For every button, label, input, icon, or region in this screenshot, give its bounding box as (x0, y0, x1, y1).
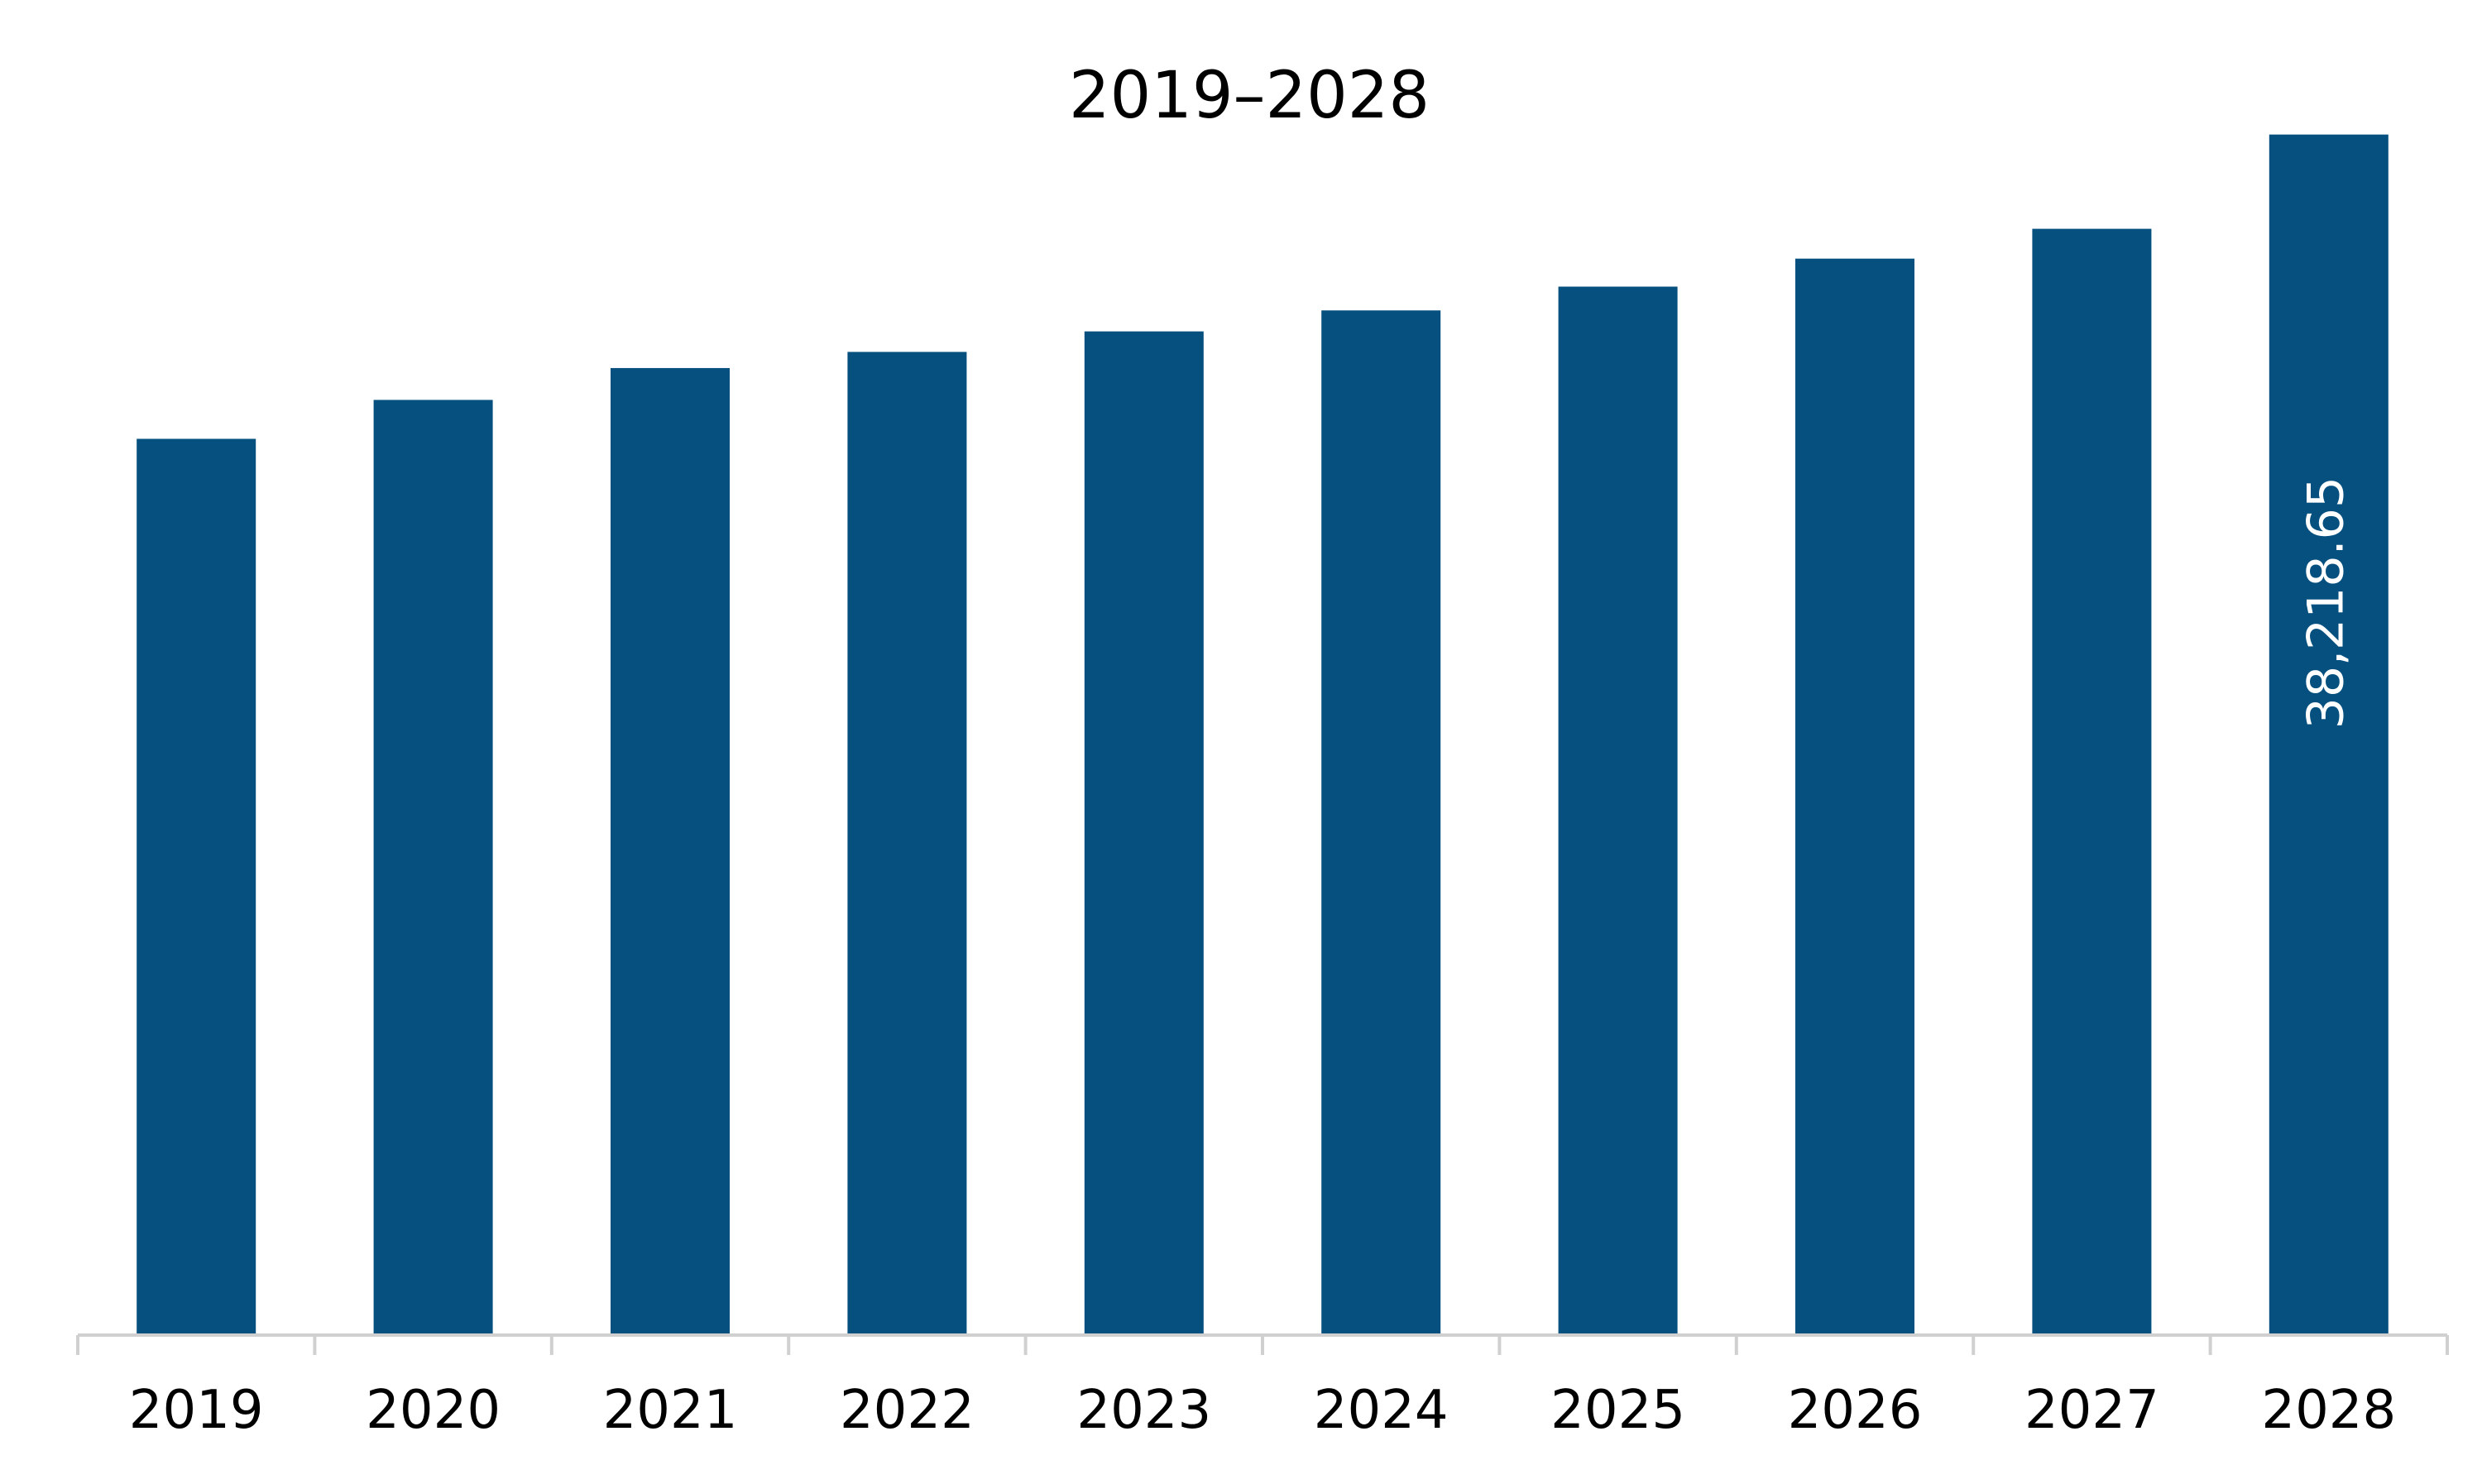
x-tick-label-2022: 2022 (840, 1380, 975, 1441)
bar-2028 (2269, 134, 2389, 1335)
x-tick-label-2019: 2019 (129, 1380, 264, 1441)
x-tick-label-2027: 2027 (2024, 1380, 2159, 1441)
bar-2022 (847, 352, 967, 1335)
x-tick-label-2025: 2025 (1550, 1380, 1685, 1441)
data-label-2028: 38,218.65 (2297, 476, 2355, 729)
x-tick-label-2024: 2024 (1314, 1380, 1449, 1441)
x-tick-label-2021: 2021 (603, 1380, 738, 1441)
bar-2027 (2032, 228, 2152, 1336)
chart-title: 2019–2028 (1069, 59, 1430, 133)
x-tick-label-2028: 2028 (2261, 1380, 2396, 1441)
bar-2024 (1321, 310, 1441, 1335)
x-tick-label-2020: 2020 (366, 1380, 501, 1441)
bar-2021 (611, 367, 730, 1336)
bar-2025 (1558, 286, 1678, 1335)
bar-2023 (1084, 331, 1204, 1335)
x-tick-labels: 2019 2020 2021 2022 2023 2024 2025 2026 2027 2028 (129, 1380, 2396, 1441)
bars-group: 38,218.65 (137, 134, 2389, 1336)
x-tick-label-2026: 2026 (1788, 1380, 1923, 1441)
x-axis (76, 1333, 2449, 1355)
x-tick-label-2023: 2023 (1076, 1380, 1211, 1441)
bar-2026 (1795, 258, 1914, 1335)
bar-2020 (373, 400, 493, 1336)
bar-2019 (137, 438, 256, 1335)
